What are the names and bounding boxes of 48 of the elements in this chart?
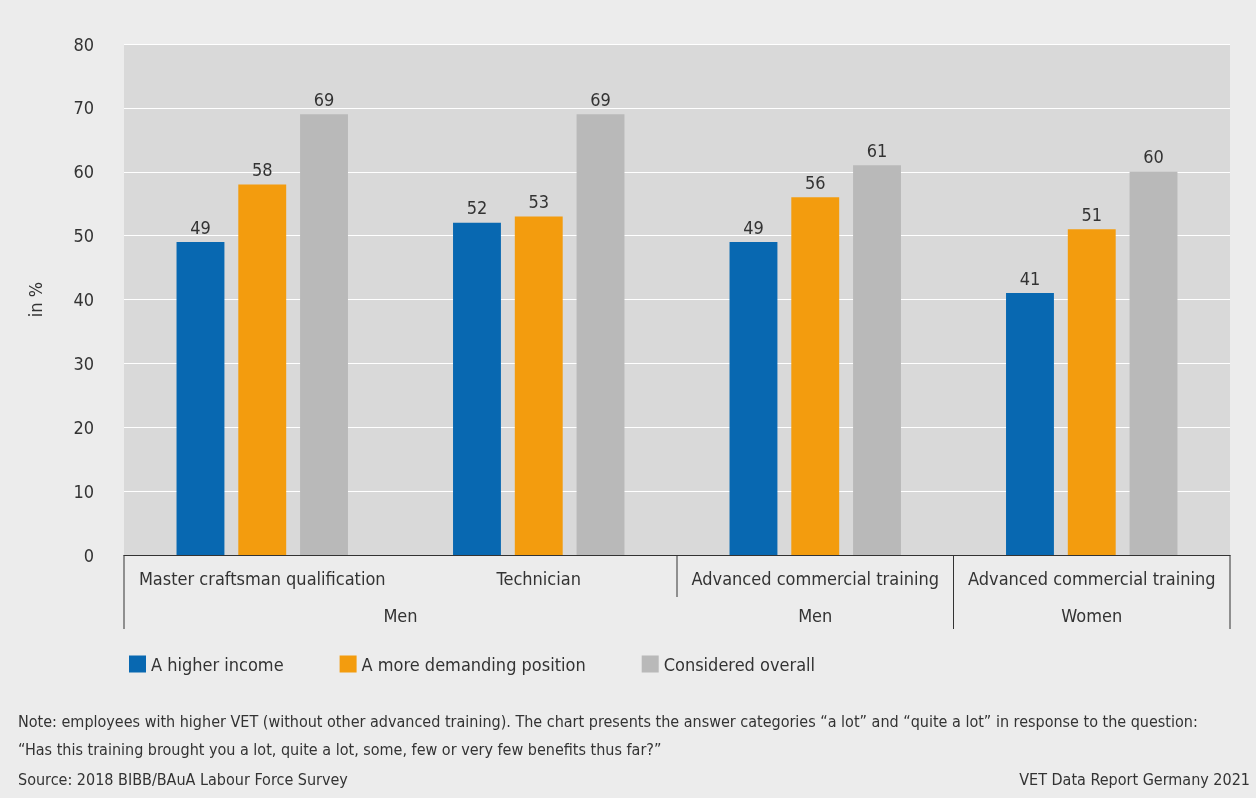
x-tick-label: Advanced commercial training bbox=[691, 567, 939, 589]
data-label: 69 bbox=[590, 88, 611, 110]
data-label: 61 bbox=[866, 139, 888, 161]
data-label: 58 bbox=[251, 159, 273, 181]
bar bbox=[1067, 229, 1116, 555]
bar bbox=[238, 184, 287, 555]
data-label: 56 bbox=[804, 171, 826, 193]
y-tick-label: 50 bbox=[73, 225, 94, 247]
bar bbox=[853, 165, 901, 555]
y-axis-title: in % bbox=[24, 281, 46, 318]
text: VET Data Report Germany 2021 bbox=[1019, 769, 1250, 789]
bar bbox=[300, 114, 348, 555]
legend-label: A higher income bbox=[151, 653, 284, 675]
y-tick-label: 70 bbox=[73, 97, 94, 119]
bar bbox=[514, 216, 563, 555]
y-tick-label: 0 bbox=[83, 544, 94, 566]
text: Women bbox=[1061, 604, 1123, 626]
x-tick-label: Advanced commercial training bbox=[968, 567, 1216, 589]
legend-label: A more demanding position bbox=[361, 653, 586, 675]
y-tick-label: 30 bbox=[73, 352, 94, 374]
text: Men bbox=[383, 604, 418, 626]
data-label: 60 bbox=[1143, 146, 1164, 168]
data-label: 53 bbox=[528, 190, 550, 212]
bar bbox=[1129, 171, 1178, 555]
data-label: 49 bbox=[190, 216, 211, 238]
bar bbox=[791, 197, 840, 555]
source-note: Source: 2018 BIBB/BAuA Labour Force Survey bbox=[18, 769, 349, 789]
data-label: 69 bbox=[313, 88, 335, 110]
bar bbox=[176, 242, 225, 555]
data-label: 49 bbox=[743, 216, 764, 238]
y-tick-label: 10 bbox=[73, 480, 94, 502]
text: Men bbox=[798, 604, 833, 626]
x-tick-label: Technician bbox=[495, 567, 581, 589]
bar bbox=[1006, 293, 1054, 555]
bar bbox=[576, 114, 625, 555]
y-tick-label: 40 bbox=[73, 289, 94, 310]
text: “Has this training brought you a lot, quite a lot, some, few or very few benefits thus far?” bbox=[18, 739, 662, 759]
data-label: 52 bbox=[466, 197, 488, 219]
data-label: 51 bbox=[1081, 203, 1103, 225]
bar bbox=[729, 242, 778, 555]
y-tick-label: 60 bbox=[73, 161, 94, 183]
text: Note: employees with higher VET (without other advanced training). The chart presents the answer categories “a lot” and “quite a lot” in response to the question: bbox=[18, 711, 1198, 731]
data-label: 41 bbox=[1019, 267, 1041, 289]
bar bbox=[453, 222, 501, 555]
legend-label: Considered overall bbox=[663, 653, 816, 675]
x-tick-label: Master craftsman qualification bbox=[138, 567, 386, 589]
y-tick-label: 20 bbox=[73, 416, 94, 438]
y-tick-label: 80 bbox=[73, 33, 94, 55]
